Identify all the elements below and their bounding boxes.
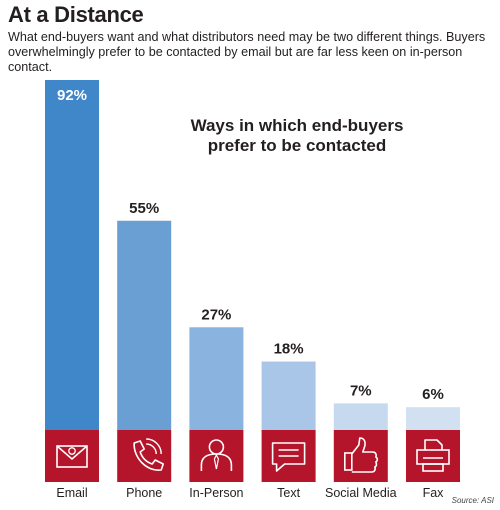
bar-email bbox=[45, 80, 99, 430]
thumbs-up-icon bbox=[343, 437, 379, 473]
category-label-social-media: Social Media bbox=[325, 486, 397, 500]
fax-icon bbox=[416, 439, 450, 472]
category-label-fax: Fax bbox=[423, 486, 445, 500]
bar-phone bbox=[117, 220, 172, 430]
chat-bubble-icon bbox=[271, 442, 306, 472]
page-title: At a Distance bbox=[8, 2, 144, 27]
value-label-phone: 55% bbox=[129, 200, 159, 217]
value-label-in-person: 27% bbox=[201, 306, 231, 323]
value-label-text: 18% bbox=[274, 341, 304, 358]
value-label-email: 92% bbox=[57, 87, 87, 104]
bar-in-person bbox=[189, 327, 244, 430]
category-label-email: Email bbox=[56, 486, 87, 500]
person-icon bbox=[200, 439, 233, 471]
bar-fax bbox=[406, 407, 460, 430]
bar-text bbox=[261, 361, 316, 430]
chart-title-line-2: prefer to be contacted bbox=[208, 136, 387, 155]
value-label-fax: 6% bbox=[422, 386, 444, 403]
category-label-in-person: In-Person bbox=[189, 486, 243, 500]
chart-title-line-1: Ways in which end-buyers bbox=[191, 116, 404, 135]
value-label-social-media: 7% bbox=[350, 382, 372, 399]
page-subtitle: What end-buyers want and what distributo… bbox=[8, 30, 486, 74]
bar-social-media bbox=[333, 403, 388, 430]
category-label-phone: Phone bbox=[126, 486, 162, 500]
icon-box-email bbox=[45, 430, 99, 482]
icon-box-fax bbox=[406, 430, 460, 482]
category-label-text: Text bbox=[277, 486, 300, 500]
icon-box-phone bbox=[117, 430, 172, 482]
envelope-icon bbox=[56, 445, 88, 468]
source-note: Source: ASI bbox=[451, 496, 494, 505]
phone-icon bbox=[133, 438, 164, 471]
